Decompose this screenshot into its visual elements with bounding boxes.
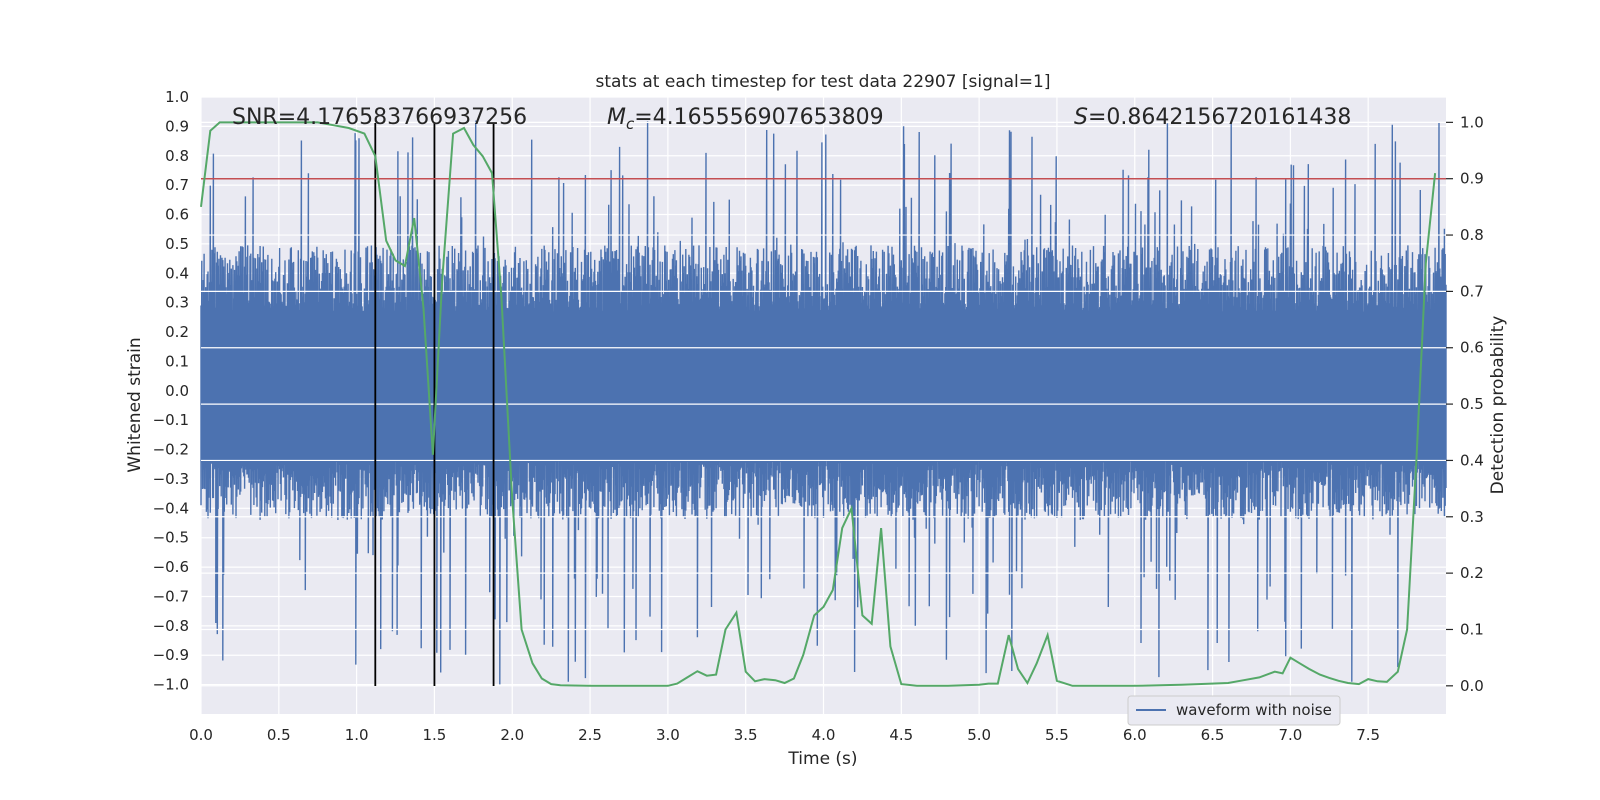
y2-tick-label: 0.6 — [1460, 339, 1484, 357]
y-tick-label: 0.3 — [165, 294, 189, 312]
marker-lines — [374, 123, 495, 686]
legend-label: waveform with noise — [1176, 701, 1332, 719]
x-tick-label: 6.5 — [1201, 726, 1225, 744]
y-axis-label: Whitened strain — [125, 337, 145, 472]
x-tick-label: 3.5 — [734, 726, 758, 744]
y-tick-label: −0.6 — [153, 558, 189, 576]
y-tick-label: 0.2 — [165, 323, 189, 341]
x-tick-label: 3.0 — [656, 726, 680, 744]
x-tick-label: 5.5 — [1045, 726, 1069, 744]
mc-subscript: c — [626, 115, 635, 133]
y-tick-label: 0.6 — [165, 206, 189, 224]
y-tick-label: −0.1 — [153, 411, 189, 429]
y2-tick-label: 1.0 — [1460, 113, 1484, 131]
y-tick-label: −0.7 — [153, 587, 189, 605]
y-tick-label: −0.9 — [153, 646, 189, 664]
mc-symbol: M — [607, 105, 626, 130]
y-tick-label: −0.3 — [153, 470, 189, 488]
s-annotation: S=0.8642156720161438 — [1074, 105, 1351, 130]
y-tick-label: −0.8 — [153, 617, 189, 635]
x-tick-label: 1.5 — [423, 726, 447, 744]
y-axis-ticks: 1.0 0.9 0.8 0.7 0.6 0.5 0.4 0.3 0.2 0.1 0.0 −0.1 −0.… — [153, 88, 189, 694]
x-tick-label: 5.0 — [967, 726, 991, 744]
snr-annotation: SNR=4.176583766937256 — [232, 105, 527, 130]
y2-tick-label: 0.9 — [1460, 170, 1484, 188]
y-tick-label: 1.0 — [165, 88, 189, 106]
y-tick-label: 0.0 — [165, 382, 189, 400]
waveform-series — [200, 120, 1447, 685]
x-tick-label: 0.0 — [189, 726, 213, 744]
y-tick-label: 0.5 — [165, 235, 189, 253]
y-tick-label: −0.5 — [153, 529, 189, 547]
mc-annotation: Mc=4.165556907653809 — [607, 105, 884, 133]
waveform-trace — [200, 120, 1447, 685]
x-tick-label: 4.0 — [812, 726, 836, 744]
y2-tick-label: 0.0 — [1460, 677, 1484, 695]
x-tick-label: 2.0 — [500, 726, 524, 744]
plot-area — [200, 96, 1447, 714]
x-tick-label: 1.0 — [345, 726, 369, 744]
s-symbol: S — [1074, 105, 1088, 130]
y2-tick-label: 0.7 — [1460, 282, 1484, 300]
x-axis-ticks: 0.0 0.5 1.0 1.5 2.0 2.5 3.0 3.5 4.0 4.5 5.0 5.5 6.0 6… — [189, 726, 1380, 744]
detection-probability-line — [200, 121, 1437, 687]
chart-title: stats at each timestep for test data 229… — [596, 72, 1051, 92]
x-tick-label: 0.5 — [267, 726, 291, 744]
y2-tick-label: 0.8 — [1460, 226, 1484, 244]
y-tick-label: 0.8 — [165, 147, 189, 165]
x-tick-label: 7.5 — [1356, 726, 1380, 744]
y-tick-label: −1.0 — [153, 676, 189, 694]
y-tick-label: 0.7 — [165, 176, 189, 194]
s-value: =0.8642156720161438 — [1088, 105, 1351, 130]
x-tick-label: 2.5 — [578, 726, 602, 744]
x-tick-label: 6.0 — [1123, 726, 1147, 744]
y2-tick-label: 0.3 — [1460, 508, 1484, 526]
y2-tick-label: 0.5 — [1460, 395, 1484, 413]
y2-tick-label: 0.4 — [1460, 451, 1484, 469]
y2-axis-label: Detection probability — [1488, 316, 1508, 495]
y-tick-label: −0.2 — [153, 441, 189, 459]
legend-box — [1127, 695, 1341, 726]
legend: waveform with noise — [1127, 695, 1341, 726]
x-axis-label: Time (s) — [787, 749, 857, 769]
mc-value: =4.165556907653809 — [634, 105, 883, 130]
y-tick-label: 0.9 — [165, 117, 189, 135]
y-tick-label: 0.1 — [165, 352, 189, 370]
y-tick-label: 0.4 — [165, 264, 189, 282]
x-tick-label: 7.0 — [1278, 726, 1302, 744]
y2-tick-label: 0.2 — [1460, 564, 1484, 582]
y2-tick-label: 0.1 — [1460, 620, 1484, 638]
x-tick-label: 4.5 — [889, 726, 913, 744]
y-tick-label: −0.4 — [153, 499, 189, 517]
y2-axis-ticks: 1.0 0.9 0.8 0.7 0.6 0.5 0.4 0.3 0.2 0.1 0.0 — [1446, 113, 1484, 695]
